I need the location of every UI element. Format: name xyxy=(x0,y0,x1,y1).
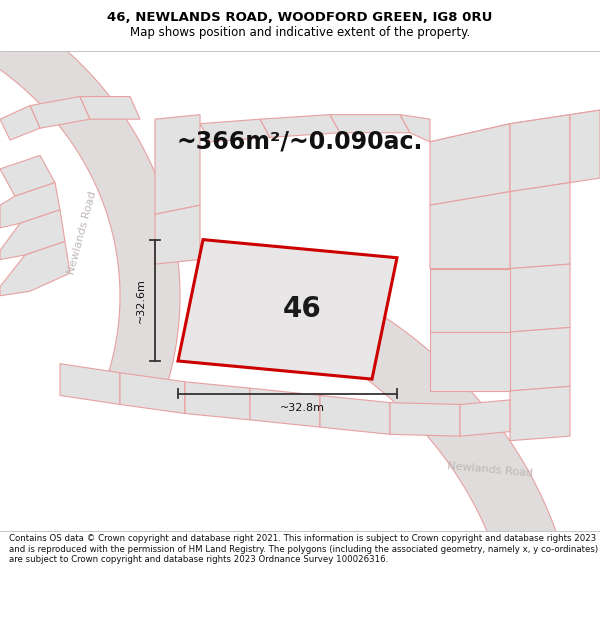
Polygon shape xyxy=(0,182,60,228)
Text: 46, NEWLANDS ROAD, WOODFORD GREEN, IG8 0RU: 46, NEWLANDS ROAD, WOODFORD GREEN, IG8 0… xyxy=(107,11,493,24)
Polygon shape xyxy=(320,396,390,434)
Polygon shape xyxy=(200,119,270,142)
Polygon shape xyxy=(570,110,600,142)
Polygon shape xyxy=(0,106,40,140)
Polygon shape xyxy=(430,124,510,205)
Polygon shape xyxy=(330,114,410,132)
Text: Map shows position and indicative extent of the property.: Map shows position and indicative extent… xyxy=(130,26,470,39)
Polygon shape xyxy=(460,400,510,436)
Polygon shape xyxy=(338,311,563,570)
Polygon shape xyxy=(250,388,320,427)
Polygon shape xyxy=(0,241,70,296)
Polygon shape xyxy=(30,96,90,128)
Polygon shape xyxy=(0,210,65,259)
Text: 46: 46 xyxy=(283,296,322,323)
Polygon shape xyxy=(155,114,200,214)
Polygon shape xyxy=(390,402,460,436)
Polygon shape xyxy=(80,96,140,119)
Text: ~32.6m: ~32.6m xyxy=(136,278,146,322)
Polygon shape xyxy=(430,124,530,169)
Polygon shape xyxy=(120,372,185,414)
Polygon shape xyxy=(510,264,570,332)
Polygon shape xyxy=(430,269,510,332)
Polygon shape xyxy=(0,14,180,385)
Polygon shape xyxy=(60,364,120,404)
Text: Newlands Road: Newlands Road xyxy=(447,461,533,478)
Text: Contains OS data © Crown copyright and database right 2021. This information is : Contains OS data © Crown copyright and d… xyxy=(9,534,598,564)
Text: ~366m²/~0.090ac.: ~366m²/~0.090ac. xyxy=(177,130,423,154)
Polygon shape xyxy=(178,239,397,379)
Polygon shape xyxy=(510,114,570,192)
Polygon shape xyxy=(430,192,510,269)
Text: Newlands Road: Newlands Road xyxy=(66,189,98,275)
Polygon shape xyxy=(570,110,600,182)
Polygon shape xyxy=(510,328,570,391)
Polygon shape xyxy=(185,382,250,420)
Polygon shape xyxy=(510,114,590,151)
Polygon shape xyxy=(400,114,430,142)
Text: Newlands Road: Newlands Road xyxy=(219,339,305,361)
Polygon shape xyxy=(0,156,55,196)
Polygon shape xyxy=(510,182,570,269)
Polygon shape xyxy=(260,114,340,138)
Text: ~32.8m: ~32.8m xyxy=(280,403,325,413)
Polygon shape xyxy=(155,205,200,264)
Polygon shape xyxy=(430,332,510,391)
Polygon shape xyxy=(510,386,570,441)
